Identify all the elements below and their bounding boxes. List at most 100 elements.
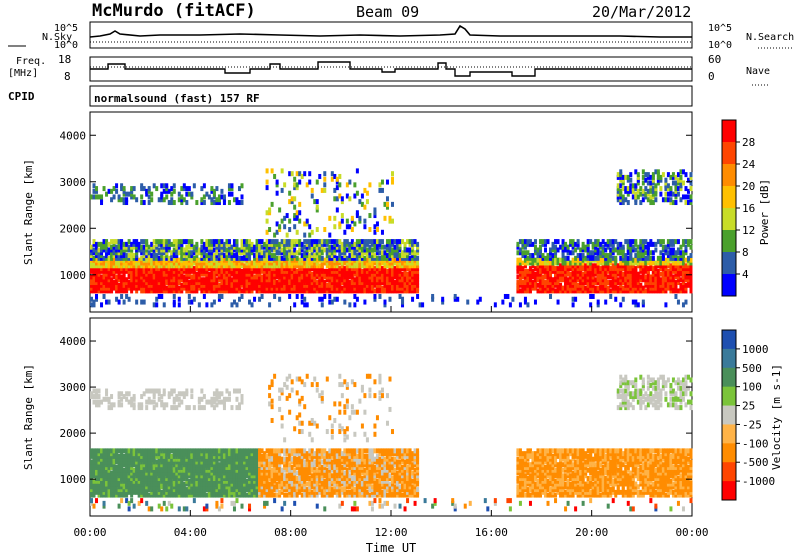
heatmap-cell [356,297,359,302]
heatmap-cell [316,199,319,204]
heatmap-cell [115,183,118,188]
heatmap-cell [363,224,366,229]
heatmap-cell [614,297,617,302]
heatmap-cell [534,239,537,244]
nave-tick-bottom: 0 [708,70,715,83]
heatmap-cell [311,230,314,235]
heatmap-cell [235,239,238,244]
nsky-tick-bottom: 10^0 [54,40,78,51]
heatmap-cell [501,300,504,305]
colorbar-swatch [722,120,736,143]
heatmap-cell [133,186,136,191]
heatmap-cell [386,180,389,185]
heatmap-cell [188,186,191,191]
heatmap-cell [353,302,356,307]
heatmap-cell [298,210,301,215]
heatmap-cell [135,300,138,305]
heatmap-cell [401,297,404,302]
heatmap-cell [338,174,341,179]
heatmap-cell [333,224,336,229]
colorbar-swatch [722,164,736,187]
heatmap-cell [273,174,276,179]
heatmap-cell [203,183,206,188]
power-colorbar: 282420161284 [722,120,756,297]
heatmap-cell [173,300,176,305]
heatmap-cell [391,202,394,207]
heatmap-cell [373,294,376,299]
heatmap-cell [316,227,319,232]
heatmap-cell [118,300,121,305]
heatmap-cell [95,186,98,191]
heatmap-cell [416,242,419,247]
heatmap-cell [652,256,655,261]
heatmap-cell [592,294,595,299]
heatmap-cell [534,300,537,305]
heatmap-cell [160,294,163,299]
heatmap-cell [173,189,176,194]
heatmap-cell [629,178,632,183]
heatmap-cell [343,230,346,235]
heatmap-cell [346,219,349,224]
heatmap-cell [155,186,158,191]
heatmap-cell [509,302,512,307]
heatmap-cell [682,180,685,185]
heatmap-cell [619,169,622,174]
heatmap-cell [311,188,314,193]
colorbar-swatch [722,252,736,275]
heatmap-cell [416,256,419,261]
heatmap-cell [373,207,376,212]
heatmap-cell [689,194,692,199]
heatmap-cell [288,227,291,232]
heatmap-cell [348,302,351,307]
heatmap-cell [281,188,284,193]
heatmap-cell [336,207,339,212]
heatmap-cell [572,302,575,307]
heatmap-cell [662,172,665,177]
heatmap-cell [323,182,326,187]
heatmap-cell [278,297,281,302]
heatmap-cell [125,197,128,202]
y-tick-label: 3000 [60,176,87,189]
heatmap-cell [674,200,677,205]
heatmap-cell [323,188,326,193]
heatmap-cell [664,302,667,307]
heatmap-cell [479,297,482,302]
heatmap-cell [193,297,196,302]
heatmap-cell [268,302,271,307]
heatmap-cell [674,294,677,299]
heatmap-cell [266,219,269,224]
heatmap-cell [348,180,351,185]
heatmap-cell [306,219,309,224]
heatmap-cell [689,253,692,258]
heatmap-cell [622,245,625,250]
heatmap-cell [336,297,339,302]
plot-canvas: N.Sky 10^5 10^0 10^5 10^0 N.Search Freq.… [0,0,800,554]
heatmap-cell [524,297,527,302]
heatmap-cell [343,300,346,305]
heatmap-cell [150,192,153,197]
heatmap-cell [544,247,547,252]
heatmap-cell [679,175,682,180]
heatmap-cell [421,302,424,307]
heatmap-cell [195,200,198,205]
power-cbar-label: Power [dB] [758,179,771,245]
colorbar-tick-label: 28 [742,136,755,149]
heatmap-cell [266,185,269,190]
heatmap-cell [293,196,296,201]
heatmap-cell [577,239,580,244]
heatmap-cell [293,205,296,210]
y-tick-label: 4000 [60,129,87,142]
heatmap-cell [519,302,522,307]
heatmap-cell [383,300,386,305]
heatmap-cell [123,300,126,305]
heatmap-cell [100,302,103,307]
colorbar-swatch [722,274,736,297]
nave-label: Nave [746,66,770,77]
colorbar-tick-label: 20 [742,180,755,193]
heatmap-cell [188,294,191,299]
heatmap-cell [684,172,687,177]
heatmap-cell [547,239,550,244]
heatmap-cell [103,294,106,299]
y-tick-label: 1000 [60,269,87,282]
colorbar-tick-label: 4 [742,268,749,281]
